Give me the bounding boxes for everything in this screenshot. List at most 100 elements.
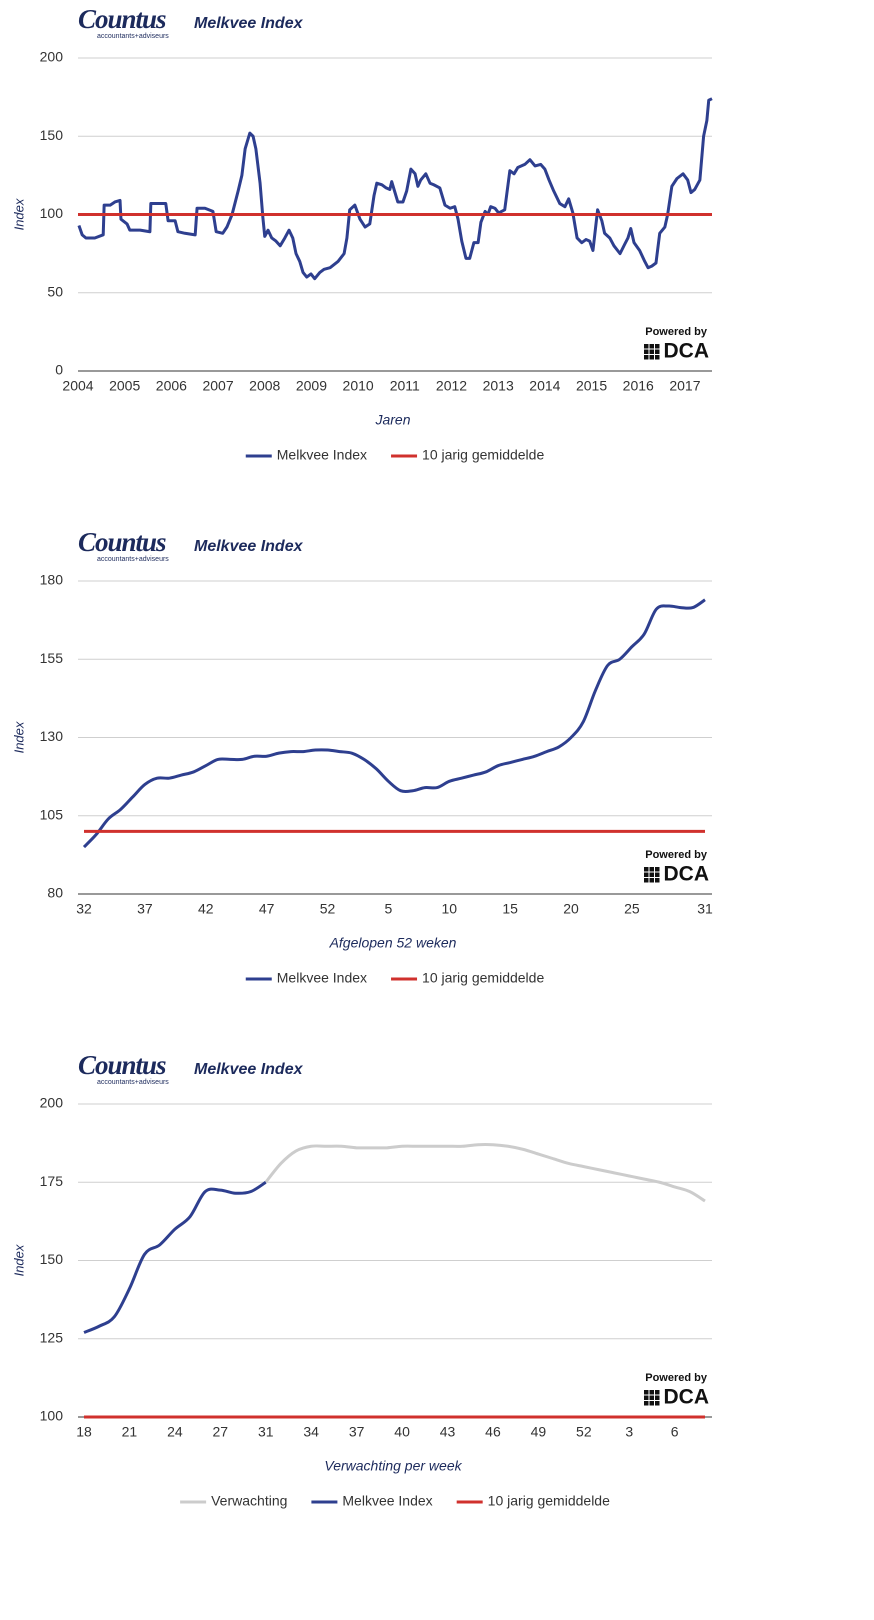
x-tick-label: 2005 [109, 378, 140, 394]
badge-icon [655, 1390, 660, 1395]
series-line [264, 1142, 706, 1203]
x-tick-label: 32 [76, 901, 92, 917]
y-tick-label: 125 [40, 1329, 64, 1345]
x-tick-label: 5 [385, 901, 393, 917]
badge-icon [644, 878, 649, 883]
logo: Countus [78, 527, 166, 557]
x-tick-label: 25 [624, 901, 640, 917]
x-axis-title: Afgelopen 52 weken [329, 935, 457, 951]
x-tick-label: 52 [320, 901, 336, 917]
legend-label: 10 jarig gemiddelde [422, 447, 544, 463]
x-tick-label: 2009 [296, 378, 327, 394]
badge-icon [649, 344, 654, 349]
series-line [77, 97, 713, 281]
x-tick-label: 15 [502, 901, 518, 917]
badge-icon [649, 349, 654, 354]
legend: Melkvee Index 10 jarig gemiddelde [245, 970, 544, 986]
x-tick-label: 2015 [576, 378, 607, 394]
y-axis-title: Index [11, 1244, 26, 1276]
series-line [83, 1180, 267, 1334]
x-tick-label: 52 [576, 1424, 592, 1440]
x-tick-label: 24 [167, 1424, 183, 1440]
badge-icon [644, 1401, 649, 1406]
x-tick-label: 46 [485, 1424, 501, 1440]
legend-label: Melkvee Index [342, 1493, 432, 1509]
x-tick-label: 2012 [436, 378, 467, 394]
legend-label: Verwachting [211, 1493, 287, 1509]
x-tick-label: 2017 [669, 378, 700, 394]
badge-icon [655, 344, 660, 349]
legend-label: Melkvee Index [277, 447, 367, 463]
x-tick-label: 34 [303, 1424, 319, 1440]
chart-stack: Countus accountants+adviseurs Melkvee Inde… [11, 4, 713, 1509]
badge-icon [644, 355, 649, 360]
badge-icon [644, 872, 649, 877]
badge-icon [649, 867, 654, 872]
logo: Countus [78, 4, 166, 34]
x-tick-label: 2011 [390, 378, 420, 394]
x-tick-label: 27 [213, 1424, 229, 1440]
x-tick-label: 2008 [249, 378, 280, 394]
x-tick-label: 40 [394, 1424, 410, 1440]
badge-icon [655, 867, 660, 872]
legend: Melkvee Index 10 jarig gemiddelde [245, 447, 544, 463]
series-line [82, 598, 706, 849]
y-tick-label: 50 [47, 283, 63, 299]
x-tick-label: 43 [440, 1424, 456, 1440]
x-axis-title: Verwachting per week [324, 1458, 462, 1474]
badge-icon [649, 1395, 654, 1400]
badge-icon [644, 1390, 649, 1395]
x-tick-label: 2007 [202, 378, 233, 394]
badge-icon [655, 1401, 660, 1406]
y-tick-label: 150 [40, 1251, 64, 1267]
y-tick-label: 150 [40, 127, 64, 143]
y-tick-label: 200 [40, 49, 64, 65]
badge-icon [644, 867, 649, 872]
y-tick-label: 180 [40, 572, 64, 588]
legend-label: 10 jarig gemiddelde [422, 970, 544, 986]
y-tick-label: 80 [47, 885, 63, 901]
x-tick-label: 2006 [156, 378, 187, 394]
chart-title: Melkvee Index [194, 15, 304, 32]
logo-subtitle: accountants+adviseurs [97, 1079, 169, 1086]
badge-icon [644, 344, 649, 349]
badge-icon [649, 878, 654, 883]
badge-icon [644, 1395, 649, 1400]
badge-icon [655, 872, 660, 877]
legend-label: Melkvee Index [277, 970, 367, 986]
badge-icon [655, 1395, 660, 1400]
y-tick-label: 100 [40, 1408, 64, 1424]
badge-icon [655, 349, 660, 354]
legend: Verwachting Melkvee Index 10 jarig gemidde… [180, 1493, 610, 1509]
y-tick-label: 200 [40, 1095, 64, 1111]
chart-title: Melkvee Index [194, 538, 304, 555]
y-tick-label: 130 [40, 728, 64, 744]
x-tick-label: 42 [198, 901, 214, 917]
y-tick-label: 175 [40, 1173, 64, 1189]
x-tick-label: 20 [563, 901, 579, 917]
badge-icon [655, 878, 660, 883]
x-tick-label: 3 [625, 1424, 633, 1440]
badge-icon [655, 355, 660, 360]
badge-caption: Powered by [645, 1372, 708, 1384]
badge-caption: Powered by [645, 849, 708, 861]
logo-subtitle: accountants+adviseurs [97, 33, 169, 40]
y-tick-label: 0 [55, 362, 63, 378]
x-tick-label: 31 [258, 1424, 274, 1440]
badge: DCA [664, 340, 710, 363]
badge-icon [649, 355, 654, 360]
logo: Countus [78, 1050, 166, 1080]
x-tick-label: 2010 [343, 378, 374, 394]
logo-subtitle: accountants+adviseurs [97, 556, 169, 563]
x-tick-label: 2004 [62, 378, 93, 394]
x-tick-label: 2013 [483, 378, 514, 394]
y-axis-title: Index [11, 721, 26, 753]
badge: DCA [664, 863, 710, 886]
y-tick-label: 100 [40, 205, 64, 221]
x-tick-label: 18 [76, 1424, 92, 1440]
x-tick-label: 49 [531, 1424, 547, 1440]
